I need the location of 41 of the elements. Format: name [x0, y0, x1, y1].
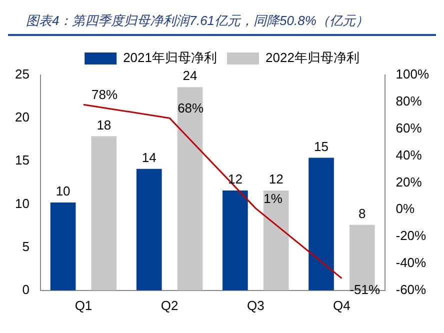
y2-tick-label: 100%	[396, 66, 430, 82]
y2-tick-label: 80%	[396, 94, 422, 109]
x-tick-label: Q1	[74, 298, 92, 313]
data-label: 14	[142, 150, 156, 165]
bar	[222, 190, 248, 290]
y-tick-label: 5	[22, 238, 30, 254]
data-label: 18	[96, 117, 112, 132]
data-label: 68%	[178, 100, 204, 116]
y-tick-label: 20	[14, 110, 30, 125]
data-label: 12	[228, 172, 242, 187]
y2-tick-label: 40%	[396, 147, 422, 162]
bar	[308, 158, 334, 290]
y-tick-label: 25	[14, 66, 30, 82]
y-tick-label: 10	[14, 196, 30, 211]
data-label: 1%	[264, 190, 283, 206]
legend-label: 2021年归母净利	[123, 50, 217, 66]
bar	[50, 202, 76, 290]
x-tick-label: Q4	[333, 298, 350, 313]
chart-title: 图表4：第四季度归母净利润7.61亿元，同降50.8%（亿元）	[8, 8, 436, 36]
x-tick-label: Q3	[246, 298, 264, 313]
data-label: 12	[268, 172, 284, 187]
bar	[136, 168, 162, 290]
x-tick-label: Q2	[160, 298, 178, 313]
data-label: 8	[358, 206, 366, 221]
data-label: 15	[314, 138, 329, 154]
legend-label: 2022年归母净利	[266, 50, 360, 66]
y2-tick-label: 0%	[396, 201, 415, 216]
data-label: 10	[56, 184, 70, 199]
bar	[263, 190, 289, 290]
bar	[177, 87, 203, 290]
y2-tick-label: -60%	[396, 282, 427, 297]
y2-tick-label: 20%	[396, 174, 422, 190]
y2-tick-label: -40%	[396, 255, 427, 270]
data-label: 24	[182, 68, 198, 84]
data-label: -51%	[350, 282, 381, 297]
y2-tick-label: -20%	[396, 228, 427, 244]
y2-tick-label: 60%	[396, 120, 422, 136]
y-tick-label: 0	[22, 282, 30, 297]
y-tick-label: 15	[14, 152, 30, 168]
data-label: 78%	[91, 87, 118, 102]
bar	[91, 136, 117, 290]
